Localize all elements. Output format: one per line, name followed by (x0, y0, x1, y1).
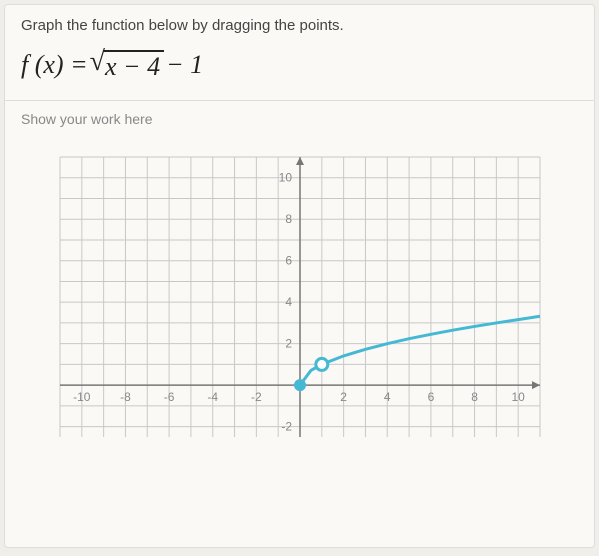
y-tick-label: -2 (281, 420, 292, 434)
equation-tail: − 1 (166, 50, 203, 80)
y-tick-label: 10 (278, 171, 292, 185)
x-tick-label: -6 (163, 390, 174, 404)
x-tick-label: -8 (120, 390, 131, 404)
x-tick-label: 8 (471, 390, 478, 404)
draggable-point[interactable] (294, 379, 306, 391)
equation-lhs: f (x) = (21, 50, 88, 80)
radicand: x − 4 (103, 50, 164, 82)
function-equation: f (x) = √ x − 4 − 1 (21, 48, 578, 82)
function-curve (300, 316, 540, 385)
y-tick-label: 4 (285, 295, 292, 309)
graph-area[interactable]: -10 -8 -6 -4 -2 2 4 6 8 10 -2 2 4 6 8 10 (21, 147, 578, 447)
y-tick-label: 8 (285, 212, 292, 226)
coordinate-grid[interactable]: -10 -8 -6 -4 -2 2 4 6 8 10 -2 2 4 6 8 10 (50, 147, 550, 447)
y-tick-label: 6 (285, 254, 292, 268)
x-tick-label: 6 (427, 390, 434, 404)
x-tick-label: -2 (251, 390, 262, 404)
x-tick-label: -10 (73, 390, 91, 404)
sqrt-expression: √ x − 4 (90, 48, 164, 82)
divider (5, 100, 594, 101)
x-tick-label: 2 (340, 390, 347, 404)
show-work-label: Show your work here (21, 111, 578, 127)
y-tick-label: 2 (285, 337, 292, 351)
x-tick-label: 4 (383, 390, 390, 404)
draggable-point[interactable] (315, 358, 327, 370)
question-card: Graph the function below by dragging the… (4, 4, 595, 548)
x-tick-label: 10 (511, 390, 525, 404)
instruction-text: Graph the function below by dragging the… (21, 17, 578, 34)
x-tick-label: -4 (207, 390, 218, 404)
